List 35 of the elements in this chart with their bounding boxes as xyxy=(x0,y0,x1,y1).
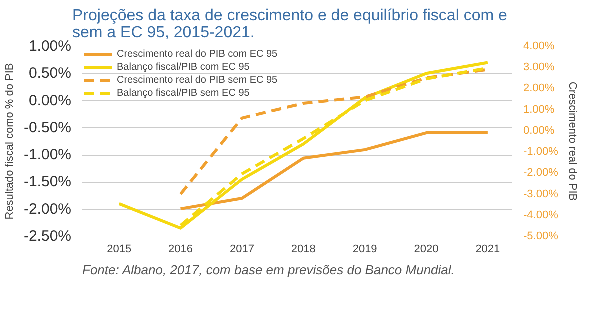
y2-tick-label: -1.00% xyxy=(524,146,559,158)
y-tick-label: 0.00% xyxy=(28,92,72,110)
y-tick-label: -2.50% xyxy=(24,228,72,245)
y2-tick-label: -5.00% xyxy=(524,230,559,242)
y2-tick-label: -4.00% xyxy=(524,209,559,222)
y-tick-label: -1.00% xyxy=(24,146,72,164)
y-tick-label: -0.50% xyxy=(24,119,72,136)
y2-tick-label: 2.00% xyxy=(524,82,555,95)
y2-axis-title: Crescimento real do PIB xyxy=(566,82,578,202)
x-tick-label: 2017 xyxy=(230,244,254,256)
y-tick-label: -2.00% xyxy=(24,200,72,218)
x-tick-label: 2016 xyxy=(168,244,194,256)
y-tick-label: 0.50% xyxy=(28,65,72,82)
y2-tick-label: -2.00% xyxy=(524,167,559,180)
x-tick-label: 2015 xyxy=(107,244,132,256)
y2-tick-label: 3.00% xyxy=(524,62,555,74)
legend-label: Crescimento real do PIB com EC 95 xyxy=(117,48,278,60)
legend-label: Balanço fiscal/PIB sem EC 95 xyxy=(117,87,250,99)
y2-tick-label: 1.00% xyxy=(524,104,555,116)
source-note: Fonte: Albano, 2017, com base em previsões do Banco Mundial. xyxy=(82,262,455,278)
x-tick-label: 2018 xyxy=(291,244,316,256)
x-tick-label: 2020 xyxy=(414,244,439,256)
line-series xyxy=(179,132,490,211)
x-tick-label: 2019 xyxy=(352,244,378,256)
line-series xyxy=(118,61,490,230)
x-tick-label: 2021 xyxy=(476,244,500,256)
chart-title: Projeções da taxa de crescimento e de equilíbrio fiscal com e sem a EC 95, 2015-2021. xyxy=(72,8,508,42)
y2-tick-label: 0.00% xyxy=(524,124,555,137)
y-axis-title: Resultado fiscal como % do PIB xyxy=(4,63,16,220)
legend-label: Balanço fiscal/PIB com EC 95 xyxy=(117,61,250,73)
y-tick-label: -1.50% xyxy=(24,174,72,191)
legend-label: Crescimento real do PIB sem EC 95 xyxy=(117,74,278,86)
y2-tick-label: -3.00% xyxy=(524,188,559,200)
y2-tick-label: 4.00% xyxy=(524,40,555,52)
y-tick-label: 1.00% xyxy=(28,38,72,55)
